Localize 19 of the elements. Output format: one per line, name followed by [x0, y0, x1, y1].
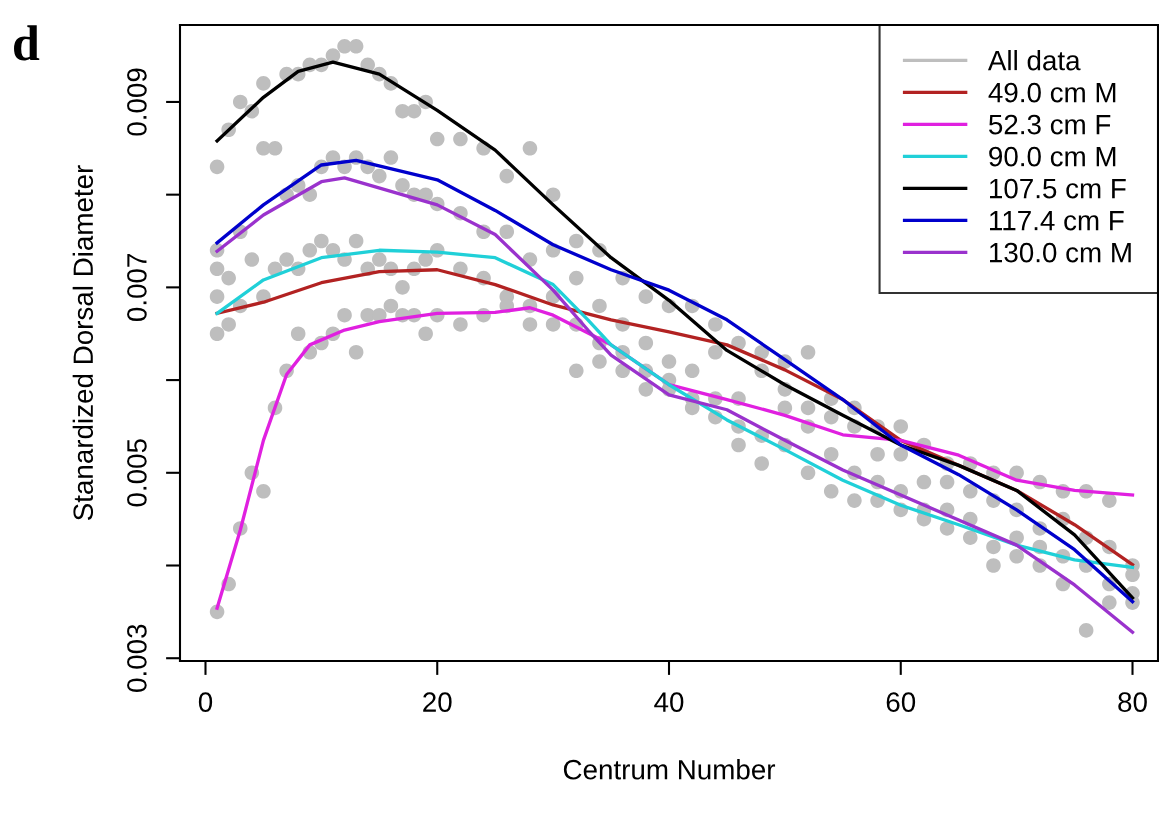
x-tick-label: 20: [423, 692, 452, 712]
legend-label: All data: [987, 50, 1081, 71]
x-tick-label: 0: [198, 692, 213, 712]
legend-label: 130.0 cm M: [990, 242, 1131, 263]
y-tick-label: 0.007: [127, 254, 147, 322]
y-axis-title: Stanardized Dorsal Diameter: [72, 165, 94, 521]
legend-label: 52.3 cm F: [989, 114, 1111, 135]
x-axis-title: Centrum Number: [563, 759, 776, 780]
x-tick-label: 60: [886, 692, 916, 712]
legend-label: 49.0 cm M: [988, 82, 1116, 103]
y-tick-label: 0.003: [127, 624, 147, 692]
x-tick-label: 40: [654, 692, 684, 712]
y-tick-label: 0.005: [127, 439, 147, 507]
legend-label: 117.4 cm F: [990, 211, 1124, 231]
legend-label: 90.0 cm M: [989, 146, 1116, 167]
legend-label: 107.5 cm F: [990, 178, 1126, 199]
x-tick-label: 80: [1118, 692, 1147, 712]
y-tick-label: 0.009: [127, 68, 147, 136]
chart-title: d: [14, 25, 40, 61]
